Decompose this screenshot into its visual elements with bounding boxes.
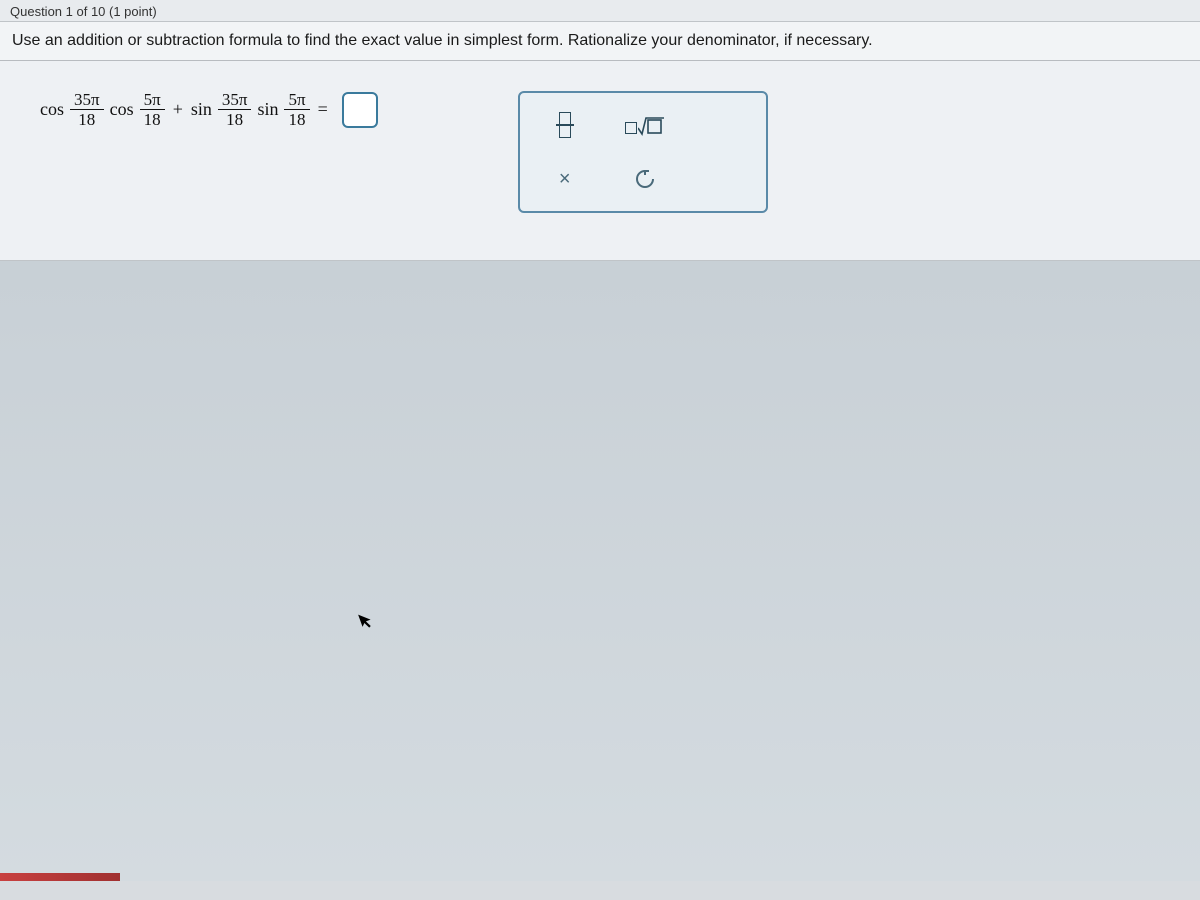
fraction-2: 5π 18 [140, 91, 165, 128]
fraction-tool-button[interactable] [540, 107, 590, 143]
frac2-num: 5π [140, 91, 165, 110]
reset-icon [634, 168, 656, 190]
sin-fn-2: sin [257, 99, 278, 120]
frac4-den: 18 [285, 110, 310, 128]
plus-operator: + [171, 99, 185, 120]
question-label: Question 1 of 10 (1 point) [10, 4, 157, 19]
fraction-icon [556, 112, 574, 138]
fraction-3: 35π 18 [218, 91, 252, 128]
fraction-4: 5π 18 [284, 91, 309, 128]
reset-button[interactable] [620, 161, 670, 197]
equals-sign: = [316, 99, 330, 120]
fraction-1: 35π 18 [70, 91, 104, 128]
tool-row-2: × [530, 157, 756, 201]
cursor-icon [357, 609, 377, 634]
tool-row-1 [530, 103, 756, 147]
frac2-den: 18 [140, 110, 165, 128]
close-icon: × [559, 168, 571, 191]
equation-area: cos 35π 18 cos 5π 18 + sin 35π 18 sin 5π… [20, 91, 378, 128]
frac3-num: 35π [218, 91, 252, 110]
cos-fn-1: cos [40, 99, 64, 120]
math-toolbox: × [518, 91, 768, 213]
cos-fn-2: cos [110, 99, 134, 120]
frac1-den: 18 [74, 110, 99, 128]
instruction-text: Use an addition or subtraction formula t… [12, 32, 873, 49]
sin-fn-1: sin [191, 99, 212, 120]
frac1-num: 35π [70, 91, 104, 110]
bottom-area [0, 261, 1200, 881]
question-header: Question 1 of 10 (1 point) [0, 0, 1200, 22]
red-strip [0, 873, 120, 881]
frac3-den: 18 [222, 110, 247, 128]
instruction-bar: Use an addition or subtraction formula t… [0, 22, 1200, 61]
sqrt-tool-button[interactable] [620, 107, 670, 143]
answer-input-box[interactable] [342, 92, 378, 128]
sqrt-icon [625, 114, 664, 136]
main-content: cos 35π 18 cos 5π 18 + sin 35π 18 sin 5π… [0, 61, 1200, 261]
frac4-num: 5π [284, 91, 309, 110]
clear-button[interactable]: × [540, 161, 590, 197]
